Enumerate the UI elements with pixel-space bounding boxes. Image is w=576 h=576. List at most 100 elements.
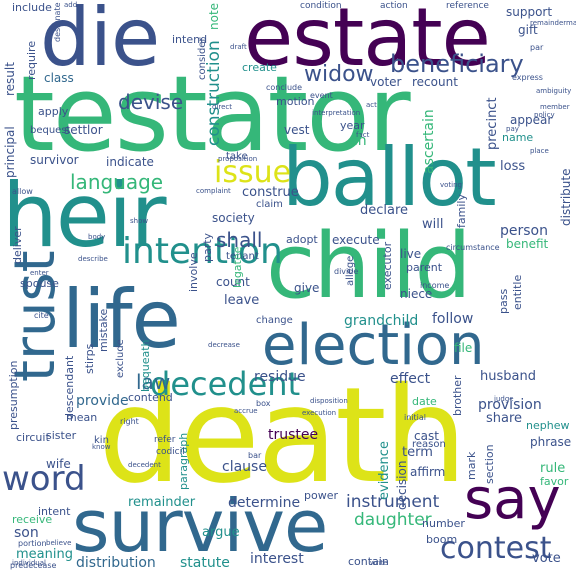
cloud-word: circumstance [446, 243, 500, 252]
cloud-word: trustee [268, 427, 319, 443]
cloud-word: affirm [410, 465, 446, 479]
cloud-word: pay [506, 125, 519, 133]
cloud-word: motion [276, 95, 315, 108]
cloud-word: enter [30, 269, 49, 277]
cloud-word: section [483, 444, 496, 484]
cloud-word: exclude [115, 339, 126, 378]
cloud-word: portion [18, 539, 47, 548]
cloud-word: niece [400, 287, 433, 301]
cloud-word: mean [66, 411, 98, 424]
cloud-word: distribute [559, 168, 573, 227]
cloud-word: contend [128, 391, 173, 404]
cloud-word: support [506, 5, 553, 19]
cloud-word: cite [34, 311, 49, 320]
cloud-word: disposition [310, 397, 348, 405]
cloud-word: result [3, 62, 17, 96]
cloud-word: conclude [266, 83, 303, 92]
cloud-word: event [310, 91, 333, 100]
cloud-word: mark [465, 451, 478, 480]
cloud-word: child [266, 214, 472, 319]
cloud-word: place [530, 147, 549, 155]
cloud-word: favor [540, 475, 569, 488]
cloud-word: distribution [76, 555, 156, 571]
cloud-word: express [512, 73, 543, 82]
cloud-word: deliver [11, 226, 24, 264]
cloud-word: remainder [128, 495, 196, 510]
cloud-word: determine [228, 495, 301, 511]
cloud-word: voting [440, 181, 462, 189]
cloud-word: entitle [511, 274, 524, 310]
cloud-word: construe [242, 185, 299, 200]
cloud-word: complaint [196, 187, 231, 195]
cloud-word: know [92, 443, 111, 451]
cloud-word: intent [38, 505, 71, 518]
cloud-word: count [216, 275, 250, 289]
cloud-word: indicate [106, 155, 154, 169]
cloud-word: settlor [64, 123, 103, 137]
cloud-word: say [464, 467, 561, 532]
cloud-word: nephew [526, 419, 570, 432]
cloud-word: number [422, 517, 465, 530]
cloud-word: cast [414, 429, 439, 443]
cloud-word: survive [72, 484, 328, 568]
cloud-word: intend [172, 33, 208, 46]
cloud-word: power [304, 489, 338, 502]
cloud-word: death [98, 359, 467, 513]
cloud-word: heir [2, 164, 167, 267]
cloud-word: word [2, 459, 86, 499]
cloud-word: benefit [506, 237, 549, 251]
cloud-word: mistake [97, 308, 110, 352]
cloud-word: file [454, 341, 473, 355]
cloud-word: ch [350, 133, 367, 149]
cloud-word: bequeath [139, 339, 152, 393]
cloud-word: interpretation [312, 109, 361, 117]
cloud-word: bar [248, 451, 262, 460]
cloud-word: estate [244, 0, 491, 84]
cloud-word: family [455, 194, 468, 228]
cloud-word: election [262, 313, 485, 378]
cloud-word: spouse [20, 277, 59, 290]
cloud-word: provide [76, 393, 129, 409]
cloud-word: direct [212, 103, 233, 111]
cloud-word: interest [250, 551, 304, 567]
cloud-word: pass [497, 288, 510, 314]
cloud-word: leave [224, 293, 260, 308]
cloud-word: body [88, 233, 106, 241]
cloud-word: wife [46, 457, 71, 471]
cloud-word: parent [406, 261, 443, 274]
cloud-word: condition [300, 1, 342, 11]
cloud-word: statute [180, 555, 230, 571]
cloud-word: loss [500, 159, 526, 174]
cloud-word: par [530, 43, 544, 52]
cloud-word: adopt [286, 233, 318, 246]
cloud-word: execute [332, 233, 380, 247]
cloud-word: draft [230, 43, 247, 51]
cloud-word: individual [12, 559, 46, 567]
cloud-word: note [207, 2, 221, 30]
cloud-word: live [400, 247, 422, 261]
cloud-word: party [201, 232, 214, 262]
cloud-word: provision [478, 397, 542, 413]
cloud-word: year [340, 119, 365, 132]
cloud-word: create [242, 61, 277, 74]
cloud-word: will [422, 217, 444, 232]
cloud-word: claim [256, 199, 283, 210]
cloud-word: policy [534, 111, 555, 119]
cloud-word: life [62, 273, 181, 366]
cloud-word: member [540, 103, 570, 111]
cloud-word: class [44, 71, 74, 85]
cloud-word: bequest [30, 125, 71, 136]
cloud-word: husband [480, 369, 536, 384]
cloud-word: recount [412, 75, 458, 89]
cloud-word: intention [122, 231, 283, 272]
cloud-word: circuit [16, 431, 50, 444]
cloud-word: decrease [208, 341, 240, 349]
cloud-word: believe [46, 539, 72, 547]
cloud-word: daughter [354, 510, 432, 530]
cloud-word: reason [412, 439, 446, 450]
cloud-word: name [502, 131, 534, 144]
cloud-word: codicil [156, 447, 185, 457]
cloud-word: allow [12, 187, 33, 196]
cloud-word: phrase [530, 435, 572, 449]
